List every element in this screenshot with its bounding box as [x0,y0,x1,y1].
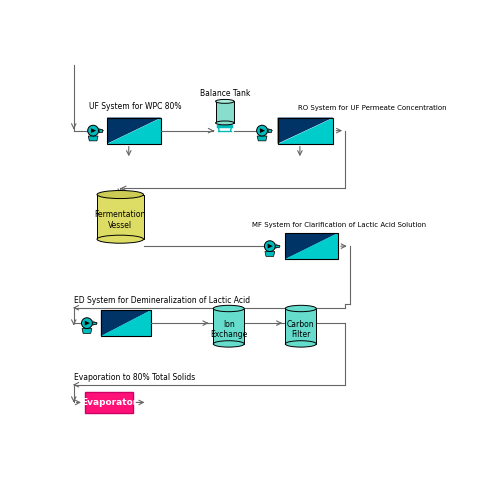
Circle shape [256,125,267,136]
Text: UF System for WPC 80%: UF System for WPC 80% [89,103,182,112]
Polygon shape [107,117,162,144]
Bar [92,322,96,324]
Text: Fermentation
Vessel: Fermentation Vessel [94,210,146,229]
Text: Balance Tank: Balance Tank [200,89,250,98]
Bar [285,308,316,344]
Polygon shape [107,117,162,144]
Ellipse shape [213,305,244,312]
Ellipse shape [285,305,316,312]
Polygon shape [278,117,333,144]
Polygon shape [85,321,90,326]
Bar [107,117,162,144]
Polygon shape [265,251,275,256]
Text: Carbon
Filter: Carbon Filter [287,319,315,339]
Bar [85,392,133,413]
Polygon shape [91,128,96,133]
Circle shape [82,318,92,329]
Ellipse shape [97,191,144,199]
Bar [101,310,151,336]
Ellipse shape [97,235,144,243]
Bar [216,102,234,123]
Polygon shape [88,136,98,141]
Text: ED System for Demineralization of Lactic Acid: ED System for Demineralization of Lactic… [74,297,250,306]
Polygon shape [101,310,151,336]
Polygon shape [101,310,151,336]
Text: Evaporation to 80% Total Solids: Evaporation to 80% Total Solids [74,374,195,382]
Bar [98,129,102,132]
Polygon shape [82,329,92,333]
Polygon shape [285,233,338,259]
Text: RO System for UF Permeate Concentration: RO System for UF Permeate Concentration [299,105,447,112]
Text: MF System for Clarification of Lactic Acid Solution: MF System for Clarification of Lactic Ac… [252,222,426,228]
Text: Evaporator: Evaporator [82,398,138,407]
Polygon shape [268,244,273,249]
Bar [275,245,279,248]
Bar [278,117,333,144]
Bar [267,129,271,132]
Polygon shape [260,128,265,133]
Ellipse shape [285,341,316,347]
Bar [213,308,244,344]
Bar [285,233,338,259]
Ellipse shape [216,100,234,103]
Polygon shape [285,233,338,259]
Polygon shape [257,136,267,141]
Ellipse shape [213,341,244,347]
Polygon shape [278,117,333,144]
Text: Ion
Exchange: Ion Exchange [210,319,248,339]
Circle shape [87,125,98,136]
Ellipse shape [216,121,234,125]
Circle shape [264,241,275,251]
Bar [97,194,144,239]
